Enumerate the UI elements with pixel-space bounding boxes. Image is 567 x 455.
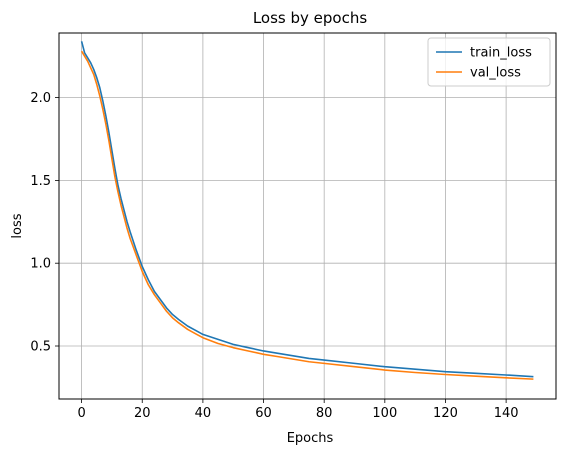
y-tick-label: 0.5 [30,340,51,355]
x-tick-label: 0 [77,406,85,421]
x-axis-label: Epochs [287,431,334,446]
plot-frame [58,32,557,400]
ticks: 0 20 40 60 80 100 120 140 0.5 1.0 1.5 2.0 [30,91,518,421]
x-tick-label: 140 [494,406,519,421]
y-tick-label: 1.5 [30,174,51,189]
x-tick-label: 40 [195,406,212,421]
grid [59,33,556,399]
y-tick-label: 1.0 [30,257,51,272]
x-tick-label: 120 [433,406,458,421]
legend-entry-label: train_loss [470,46,532,61]
legend: train_loss val_loss [427,37,551,87]
legend-entry-label: val_loss [470,66,521,81]
x-tick-label: 80 [316,406,333,421]
series-line-val-loss [80,50,534,380]
y-axis-label: loss [10,213,25,238]
x-tick-label: 100 [372,406,397,421]
x-tick-label: 20 [134,406,151,421]
y-tick-label: 2.0 [30,91,51,106]
x-tick-label: 60 [255,406,272,421]
series-lines [80,41,534,380]
chart-title: Loss by epochs [253,9,368,27]
series-line-train-loss [80,41,534,378]
legend-box [427,37,551,87]
